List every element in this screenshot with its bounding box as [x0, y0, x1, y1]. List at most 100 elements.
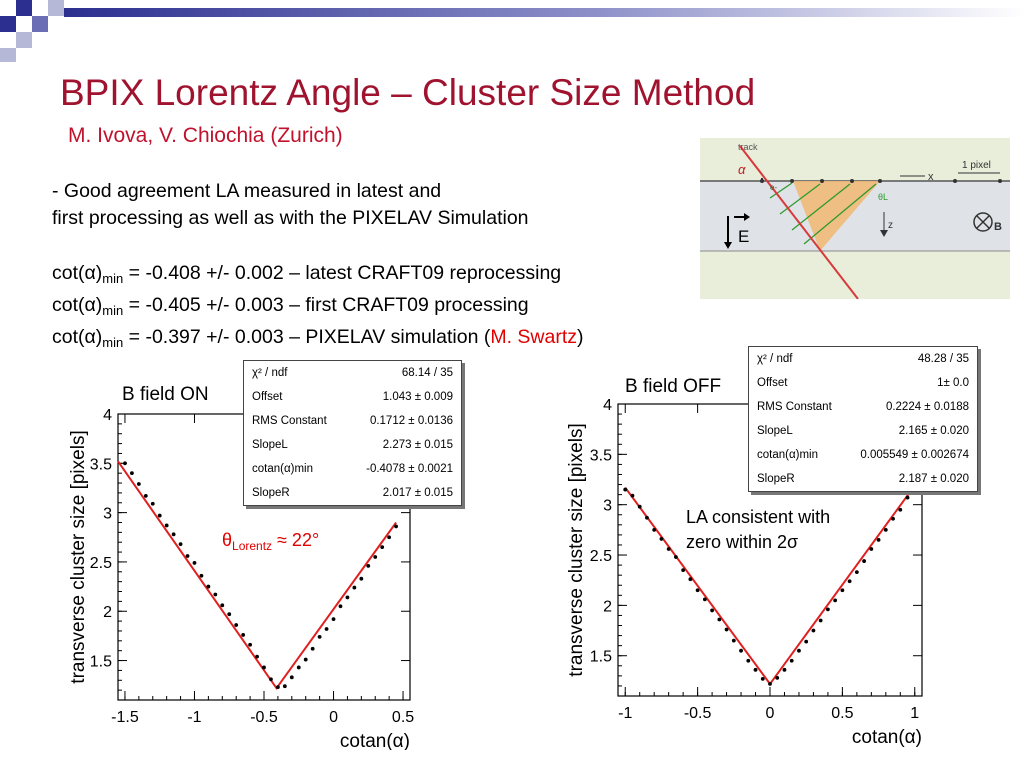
data-point	[171, 532, 176, 537]
data-point	[380, 545, 385, 550]
stat-name: SlopeR	[757, 473, 795, 485]
data-point	[753, 667, 758, 672]
data-point	[123, 461, 127, 466]
x-tick-label: -1	[618, 705, 632, 722]
data-point	[891, 516, 895, 521]
data-point	[373, 555, 378, 559]
data-point	[760, 676, 765, 681]
stat-name: SlopeL	[252, 439, 288, 451]
x-tick-label: -1.5	[111, 709, 139, 726]
y-tick-label: 3.5	[90, 456, 112, 473]
pixel-label: 1 pixel	[962, 160, 991, 171]
data-point	[768, 682, 772, 686]
b-field-label: B	[994, 221, 1002, 233]
data-point	[289, 675, 294, 680]
bullet-line-2: first processing as well as with the PIX…	[52, 207, 529, 229]
data-point	[262, 665, 266, 670]
data-point	[876, 538, 881, 542]
data-point	[789, 658, 794, 663]
data-point	[645, 515, 649, 520]
y-tick-label: 3.5	[590, 447, 612, 464]
stat-value: 0.005549 ± 0.002674	[860, 449, 969, 461]
x-tick-label: 0.5	[831, 705, 853, 722]
stat-value: 2.273 ± 0.015	[382, 439, 453, 451]
data-point	[833, 598, 838, 603]
results-block: cot(α)min = -0.408 +/- 0.002 – latest CR…	[52, 260, 584, 356]
data-point	[797, 648, 801, 653]
stat-name: RMS Constant	[757, 401, 832, 413]
data-point	[869, 547, 874, 551]
bullet-text: - Good agreement LA measured in latest a…	[52, 178, 529, 232]
stat-value: 0.2224 ± 0.0188	[885, 401, 969, 413]
lorentz-angle-annotation: θLorentz ≈ 22°	[222, 530, 320, 553]
result-line: cot(α)min = -0.405 +/- 0.003 – first CRA…	[52, 294, 529, 318]
data-point	[255, 654, 259, 659]
data-point	[717, 617, 722, 622]
data-point	[623, 487, 628, 492]
data-point	[157, 513, 162, 518]
theta-label: θL	[878, 192, 888, 202]
alpha-label: α	[738, 162, 746, 177]
stat-name: Offset	[252, 391, 283, 403]
y-tick-label: 2.5	[590, 548, 612, 565]
data-point	[811, 628, 816, 633]
stat-value: -0.4078 ± 0.0021	[366, 463, 453, 475]
e-field-label: E	[738, 227, 749, 246]
data-point	[681, 568, 686, 573]
data-point	[227, 612, 232, 617]
stat-name: χ² / ndf	[252, 367, 288, 379]
track-label: track	[738, 142, 758, 152]
data-point	[130, 471, 134, 476]
data-point	[366, 563, 371, 568]
data-point	[143, 493, 148, 498]
y-tick-label: 2	[103, 604, 112, 621]
data-point	[324, 627, 329, 631]
data-point	[206, 584, 211, 589]
y-tick-label: 3	[603, 498, 612, 515]
sensor-diagram: track α x 1 pixel θL z e- E B	[700, 138, 1010, 299]
data-point	[241, 633, 246, 637]
y-tick-label: 4	[103, 407, 112, 424]
data-point	[359, 576, 364, 581]
stat-value: 1.043 ± 0.009	[382, 391, 453, 403]
stat-value: 1± 0.0	[937, 377, 969, 389]
data-point	[248, 642, 252, 647]
data-point	[710, 608, 714, 613]
x-tick-label: 0	[766, 705, 775, 722]
data-point	[652, 527, 657, 532]
data-point	[739, 648, 743, 653]
data-point	[724, 627, 729, 632]
y-tick-label: 2.5	[90, 555, 112, 572]
data-point	[826, 607, 830, 612]
stat-name: χ² / ndf	[757, 353, 793, 365]
data-point	[199, 573, 204, 578]
data-point	[220, 603, 225, 608]
stat-value: 2.165 ± 0.020	[898, 425, 969, 437]
data-point	[674, 555, 678, 559]
x-axis-label: cotan(α)	[340, 731, 410, 750]
data-point	[695, 588, 700, 593]
data-point	[854, 570, 859, 575]
data-point	[637, 504, 642, 509]
stat-value: 68.14 / 35	[401, 367, 453, 379]
data-point	[164, 523, 169, 528]
y-tick-label: 2	[603, 598, 612, 615]
x-tick-label: -0.5	[250, 709, 278, 726]
left-fit-stats: χ² / ndf 68.14 / 35 Offset 1.043 ± 0.009 R…	[243, 360, 462, 506]
right-plot-header: B field OFF	[625, 376, 722, 397]
data-point	[782, 667, 787, 672]
stat-name: cotan(α)min	[252, 463, 313, 475]
x-tick-label: 1	[910, 705, 919, 722]
y-tick-label: 3	[103, 506, 112, 523]
stat-value: 48.28 / 35	[917, 353, 969, 365]
x-tick-label: 0	[329, 709, 338, 726]
data-point	[352, 585, 357, 590]
data-point	[630, 493, 635, 498]
stat-name: cotan(α)min	[757, 449, 818, 461]
stat-value: 2.017 ± 0.015	[382, 487, 453, 499]
data-point	[234, 623, 239, 627]
z-axis-label: z	[888, 220, 893, 231]
data-point	[185, 554, 190, 558]
data-point	[840, 588, 845, 593]
x-axis-label: x	[928, 171, 934, 183]
